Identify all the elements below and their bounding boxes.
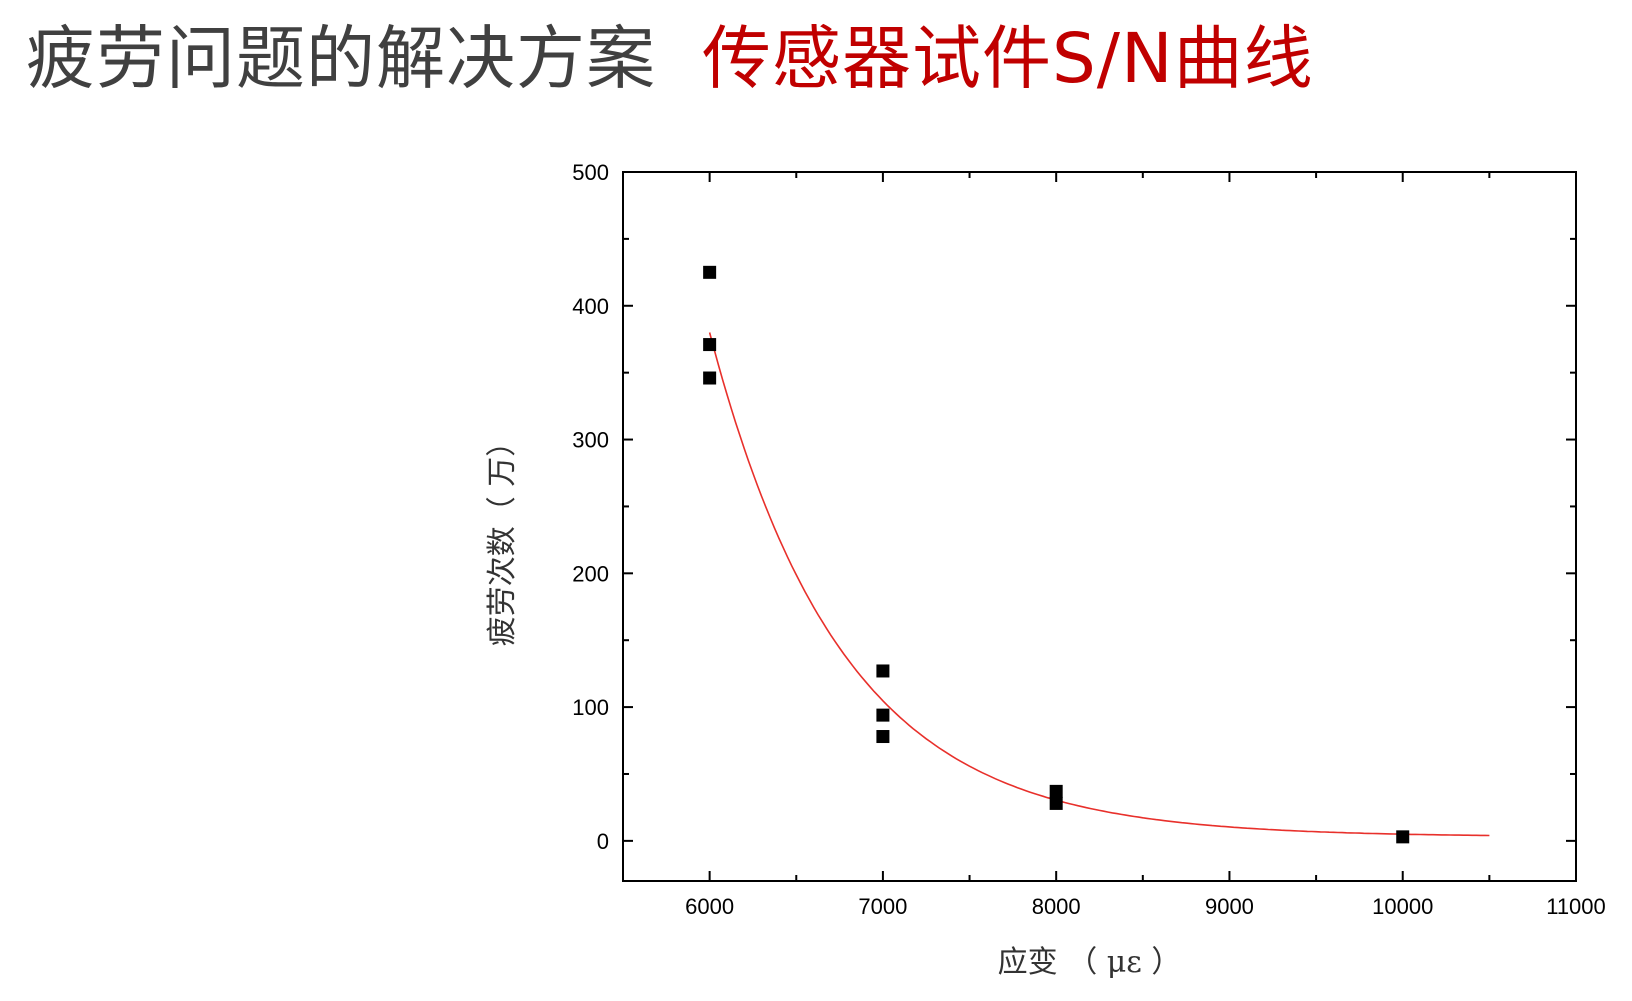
data-point [876,664,890,678]
x-tick-label: 9000 [1205,894,1254,919]
x-axis-title: 应变 （ με ） [998,945,1182,980]
data-point [703,371,717,385]
data-point [1396,830,1410,844]
fit-curve [708,332,1490,837]
y-tick-label: 100 [572,695,609,720]
title-accent: 传感器试件S/N曲线 [702,19,1314,99]
x-tick-label: 10000 [1372,894,1433,919]
y-axis-title: 疲劳次数（ 万） [485,427,520,647]
x-tick-label: 7000 [858,894,907,919]
y-tick-label: 0 [597,829,609,854]
x-tick-label: 11000 [1546,894,1606,919]
title-main: 疲劳问题的解决方案 [26,19,656,99]
data-point [703,338,717,352]
plot-frame [622,171,1577,882]
data-point [1049,796,1063,810]
data-point [1049,784,1063,798]
slide-title: 疲劳问题的解决方案 传感器试件S/N曲线 [26,4,1314,100]
x-tick-label: 8000 [1032,894,1081,919]
x-tick-label: 6000 [685,894,734,919]
y-tick-label: 400 [572,294,609,319]
y-tick-label: 300 [572,428,609,453]
data-point [876,730,890,744]
y-tick-label: 500 [572,160,609,185]
y-tick-label: 200 [572,561,609,586]
data-point [876,708,890,722]
data-point [703,265,717,279]
